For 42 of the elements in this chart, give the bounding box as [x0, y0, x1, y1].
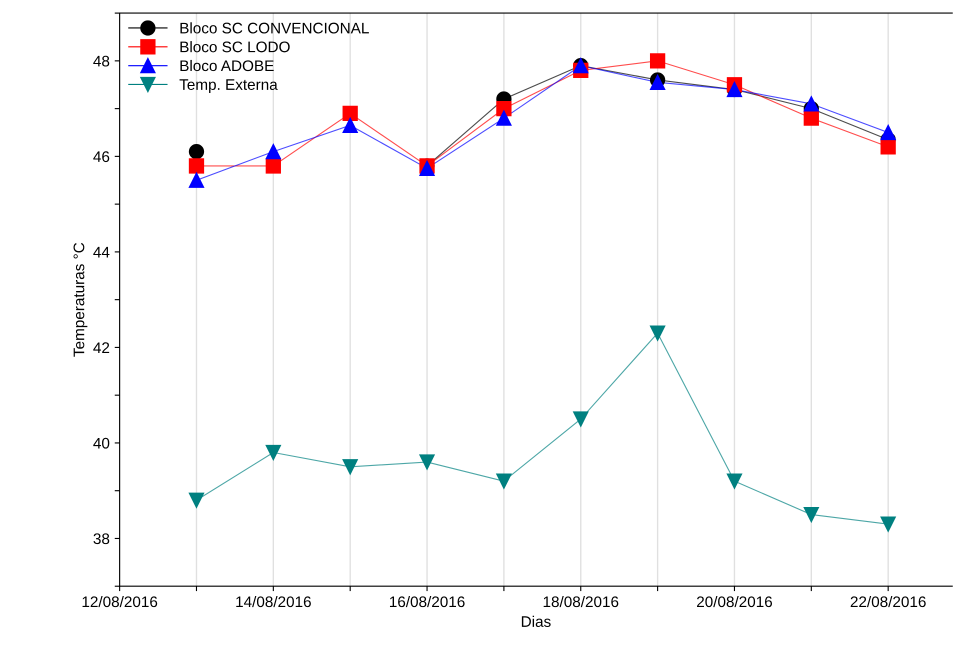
- point: [496, 100, 512, 116]
- y-tick-label: 48: [93, 56, 110, 67]
- point: [266, 158, 281, 174]
- point: [573, 411, 588, 427]
- point: [188, 172, 204, 188]
- point: [804, 96, 819, 112]
- x-tick-label: 14/08/2016: [236, 596, 311, 608]
- point: [880, 516, 896, 532]
- point: [880, 139, 896, 154]
- point: [188, 144, 204, 160]
- x-tick-label: 12/08/2016: [82, 596, 158, 608]
- point: [188, 158, 204, 174]
- point: [419, 454, 435, 470]
- y-axis-title: Temperaturas °C: [74, 242, 88, 357]
- legend-label: Temp. Externa: [180, 79, 278, 93]
- point: [650, 53, 666, 68]
- y-tick-label: 38: [93, 533, 110, 544]
- x-tick-label: 16/08/2016: [390, 596, 465, 608]
- y-tick-label: 46: [93, 151, 110, 162]
- y-tick-label: 40: [93, 438, 110, 449]
- y-tick-label: 44: [93, 246, 110, 258]
- point: [188, 492, 204, 508]
- point: [342, 459, 358, 474]
- point: [266, 144, 281, 160]
- x-tick-label: 20/08/2016: [697, 596, 772, 608]
- x-tick-label: 22/08/2016: [850, 596, 926, 608]
- point: [342, 118, 358, 133]
- x-tick-label: 18/08/2016: [544, 596, 618, 608]
- point: [650, 325, 666, 341]
- legend-label: Bloco SC LODO: [180, 41, 290, 52]
- point: [726, 474, 742, 489]
- point: [496, 110, 512, 126]
- point: [804, 506, 819, 522]
- point: [804, 110, 819, 126]
- legend-label: Bloco SC CONVENCIONAL: [180, 22, 369, 34]
- point: [266, 444, 281, 460]
- point: [496, 474, 512, 489]
- legend-label: Bloco ADOBE: [180, 60, 274, 72]
- point: [342, 106, 358, 122]
- x-axis-title: Dias: [522, 616, 551, 627]
- point: [880, 124, 896, 140]
- y-tick-label: 42: [93, 342, 110, 353]
